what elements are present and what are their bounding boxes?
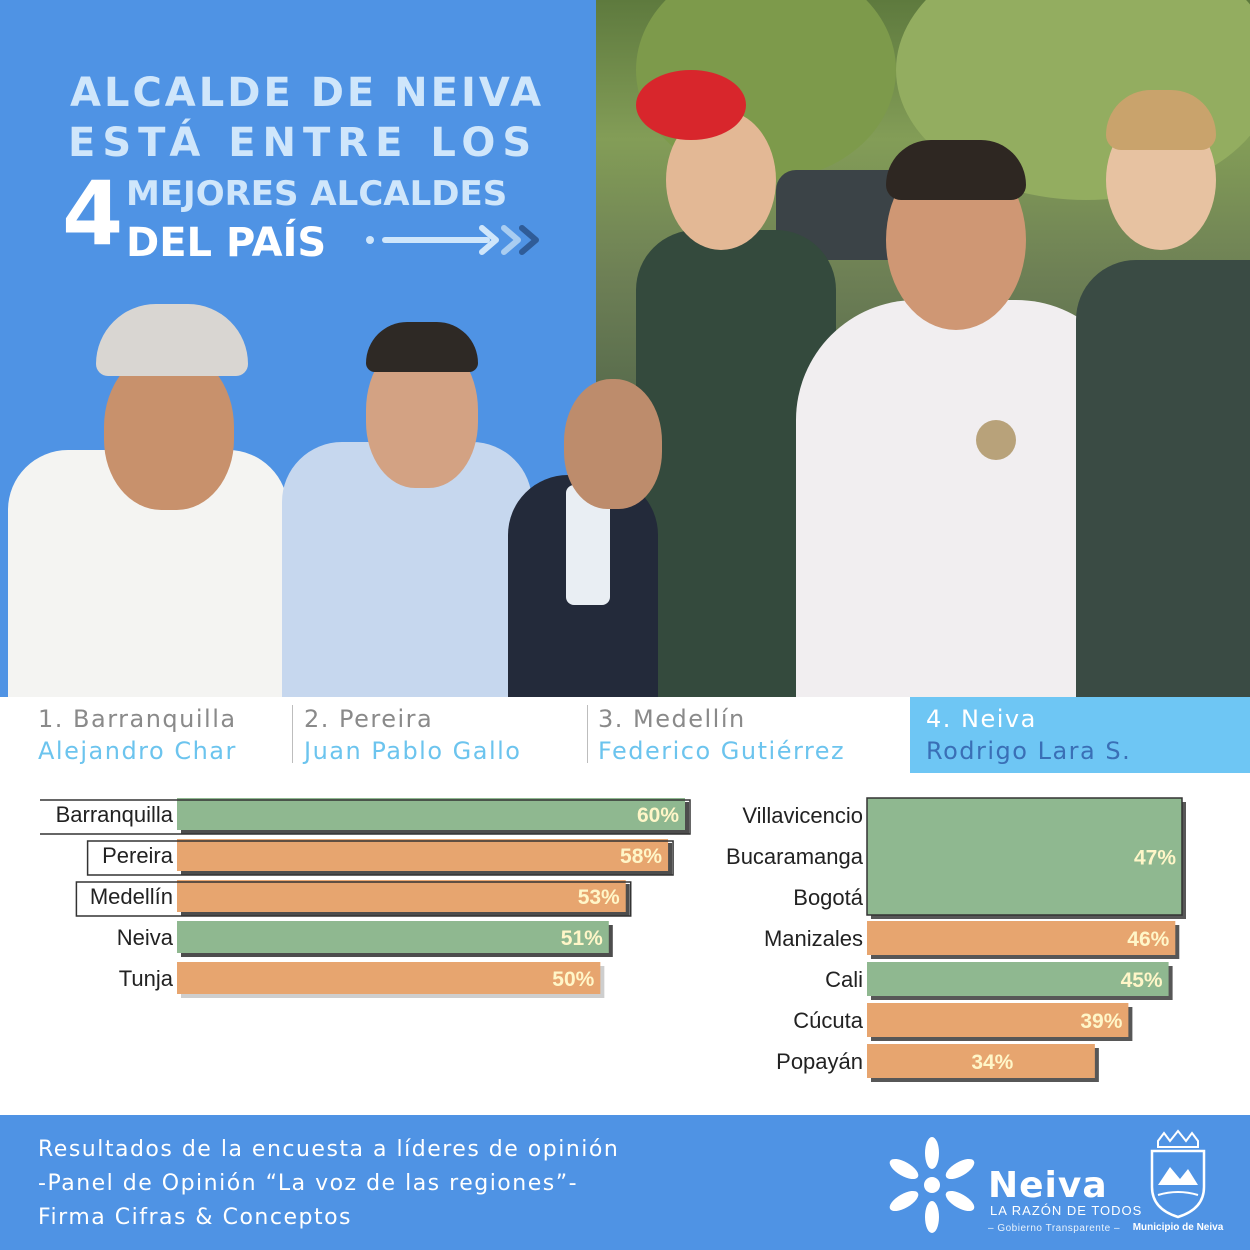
- ranking-city: 2. Pereira: [304, 705, 434, 733]
- chart-left: Barranquilla 60% Pereira 58% Medellín 53% Neiv…: [30, 790, 700, 1020]
- ranking-city: 3. Medellín: [598, 705, 746, 733]
- category-label: Pereira: [102, 843, 174, 868]
- mayor-photo-pereira: [282, 312, 532, 697]
- data-label: 60%: [637, 804, 679, 827]
- bar: [177, 798, 685, 830]
- ranking-strip: 1. Barranquilla Alejandro Char 2. Pereir…: [0, 697, 1250, 773]
- chart-right-svg: Villavicencio Bucaramanga Bogotá 47% Manizal…: [726, 797, 1186, 1082]
- bar-outline: [866, 797, 1183, 916]
- category-label: Neiva: [117, 925, 174, 950]
- bar: [867, 798, 1182, 915]
- category-label: Tunja: [119, 966, 174, 991]
- arrow-right-icon: [366, 225, 539, 255]
- data-label: 50%: [552, 968, 594, 991]
- ranking-mayor: Rodrigo Lara S.: [926, 737, 1132, 765]
- headline-line1: ALCALDE DE NEIVA: [70, 70, 545, 116]
- category-label: Medellín: [90, 884, 173, 909]
- headline-line3: MEJORES ALCALDES: [126, 174, 508, 214]
- neiva-logo: Neiva LA RAZÓN DE TODOS – Gobierno Trans…: [882, 1135, 1141, 1240]
- mayor-photo-barranquilla: [8, 300, 288, 697]
- category-label: Cúcuta: [793, 1008, 863, 1033]
- divider: [587, 705, 588, 763]
- divider: [292, 705, 293, 763]
- data-label: 58%: [620, 845, 662, 868]
- category-label: Barranquilla: [56, 802, 174, 827]
- bar: [867, 921, 1176, 955]
- mayor-photo: [596, 0, 1250, 697]
- brand-tagline: LA RAZÓN DE TODOS: [990, 1203, 1143, 1218]
- data-label: 53%: [578, 886, 620, 909]
- chevrons-right-icon: [501, 225, 539, 255]
- category-box: [75, 881, 632, 917]
- bar: [177, 839, 669, 871]
- mayor-photo-medellin: [508, 375, 662, 697]
- data-label: 51%: [561, 927, 603, 950]
- crest-label: Municipio de Neiva: [1132, 1222, 1224, 1233]
- brand-subtag: – Gobierno Transparente –: [988, 1223, 1121, 1234]
- category-label: Manizales: [764, 926, 863, 951]
- bar: [867, 1044, 1095, 1078]
- chart-left-svg: Barranquilla 60% Pereira 58% Medellín 53% Neiv…: [30, 798, 691, 998]
- footer-line2: -Panel de Opinión “La voz de las regione…: [38, 1171, 579, 1196]
- category-label: Villavicencio: [742, 803, 863, 828]
- headline-line2: ESTÁ ENTRE LOS: [68, 120, 539, 166]
- data-label: 46%: [1127, 928, 1169, 951]
- footer: Resultados de la encuesta a líderes de o…: [0, 1115, 1250, 1250]
- footer-line1: Resultados de la encuesta a líderes de o…: [38, 1137, 620, 1162]
- bar: [177, 962, 601, 994]
- ranking-mayor: Alejandro Char: [38, 737, 237, 765]
- ranking-mayor: Juan Pablo Gallo: [304, 737, 522, 765]
- chart-right: Villavicencio Bucaramanga Bogotá 47% Manizal…: [700, 790, 1220, 1100]
- category-label: Bucaramanga: [726, 844, 864, 869]
- ranking-city: 1. Barranquilla: [38, 705, 237, 733]
- hero-panel: ALCALDE DE NEIVA ESTÁ ENTRE LOS 4 MEJORE…: [0, 0, 1250, 697]
- ranking-highlight: [910, 697, 1250, 773]
- brand-name: Neiva: [988, 1165, 1108, 1206]
- ranking-city: 4. Neiva: [926, 705, 1037, 733]
- data-label: 45%: [1121, 969, 1163, 992]
- bar: [177, 880, 626, 912]
- bar: [867, 962, 1169, 996]
- category-box: [86, 840, 674, 876]
- neiva-flower-logo-icon: [889, 1137, 975, 1233]
- bar: [867, 1003, 1129, 1037]
- municipal-crest-icon: [1150, 1129, 1206, 1219]
- category-label: Cali: [825, 967, 863, 992]
- data-label: 39%: [1080, 1010, 1122, 1033]
- footer-line3: Firma Cifras & Conceptos: [38, 1205, 352, 1230]
- headline-number: 4: [62, 162, 124, 265]
- bar: [177, 921, 609, 953]
- municipal-crest: Municipio de Neiva: [1128, 1129, 1228, 1241]
- headline-line4: DEL PAÍS: [126, 220, 327, 266]
- data-label: 47%: [1134, 847, 1176, 870]
- ranking-mayor: Federico Gutiérrez: [598, 737, 846, 765]
- category-label: Popayán: [776, 1049, 863, 1074]
- category-label: Bogotá: [793, 885, 863, 910]
- data-label: 34%: [971, 1051, 1013, 1074]
